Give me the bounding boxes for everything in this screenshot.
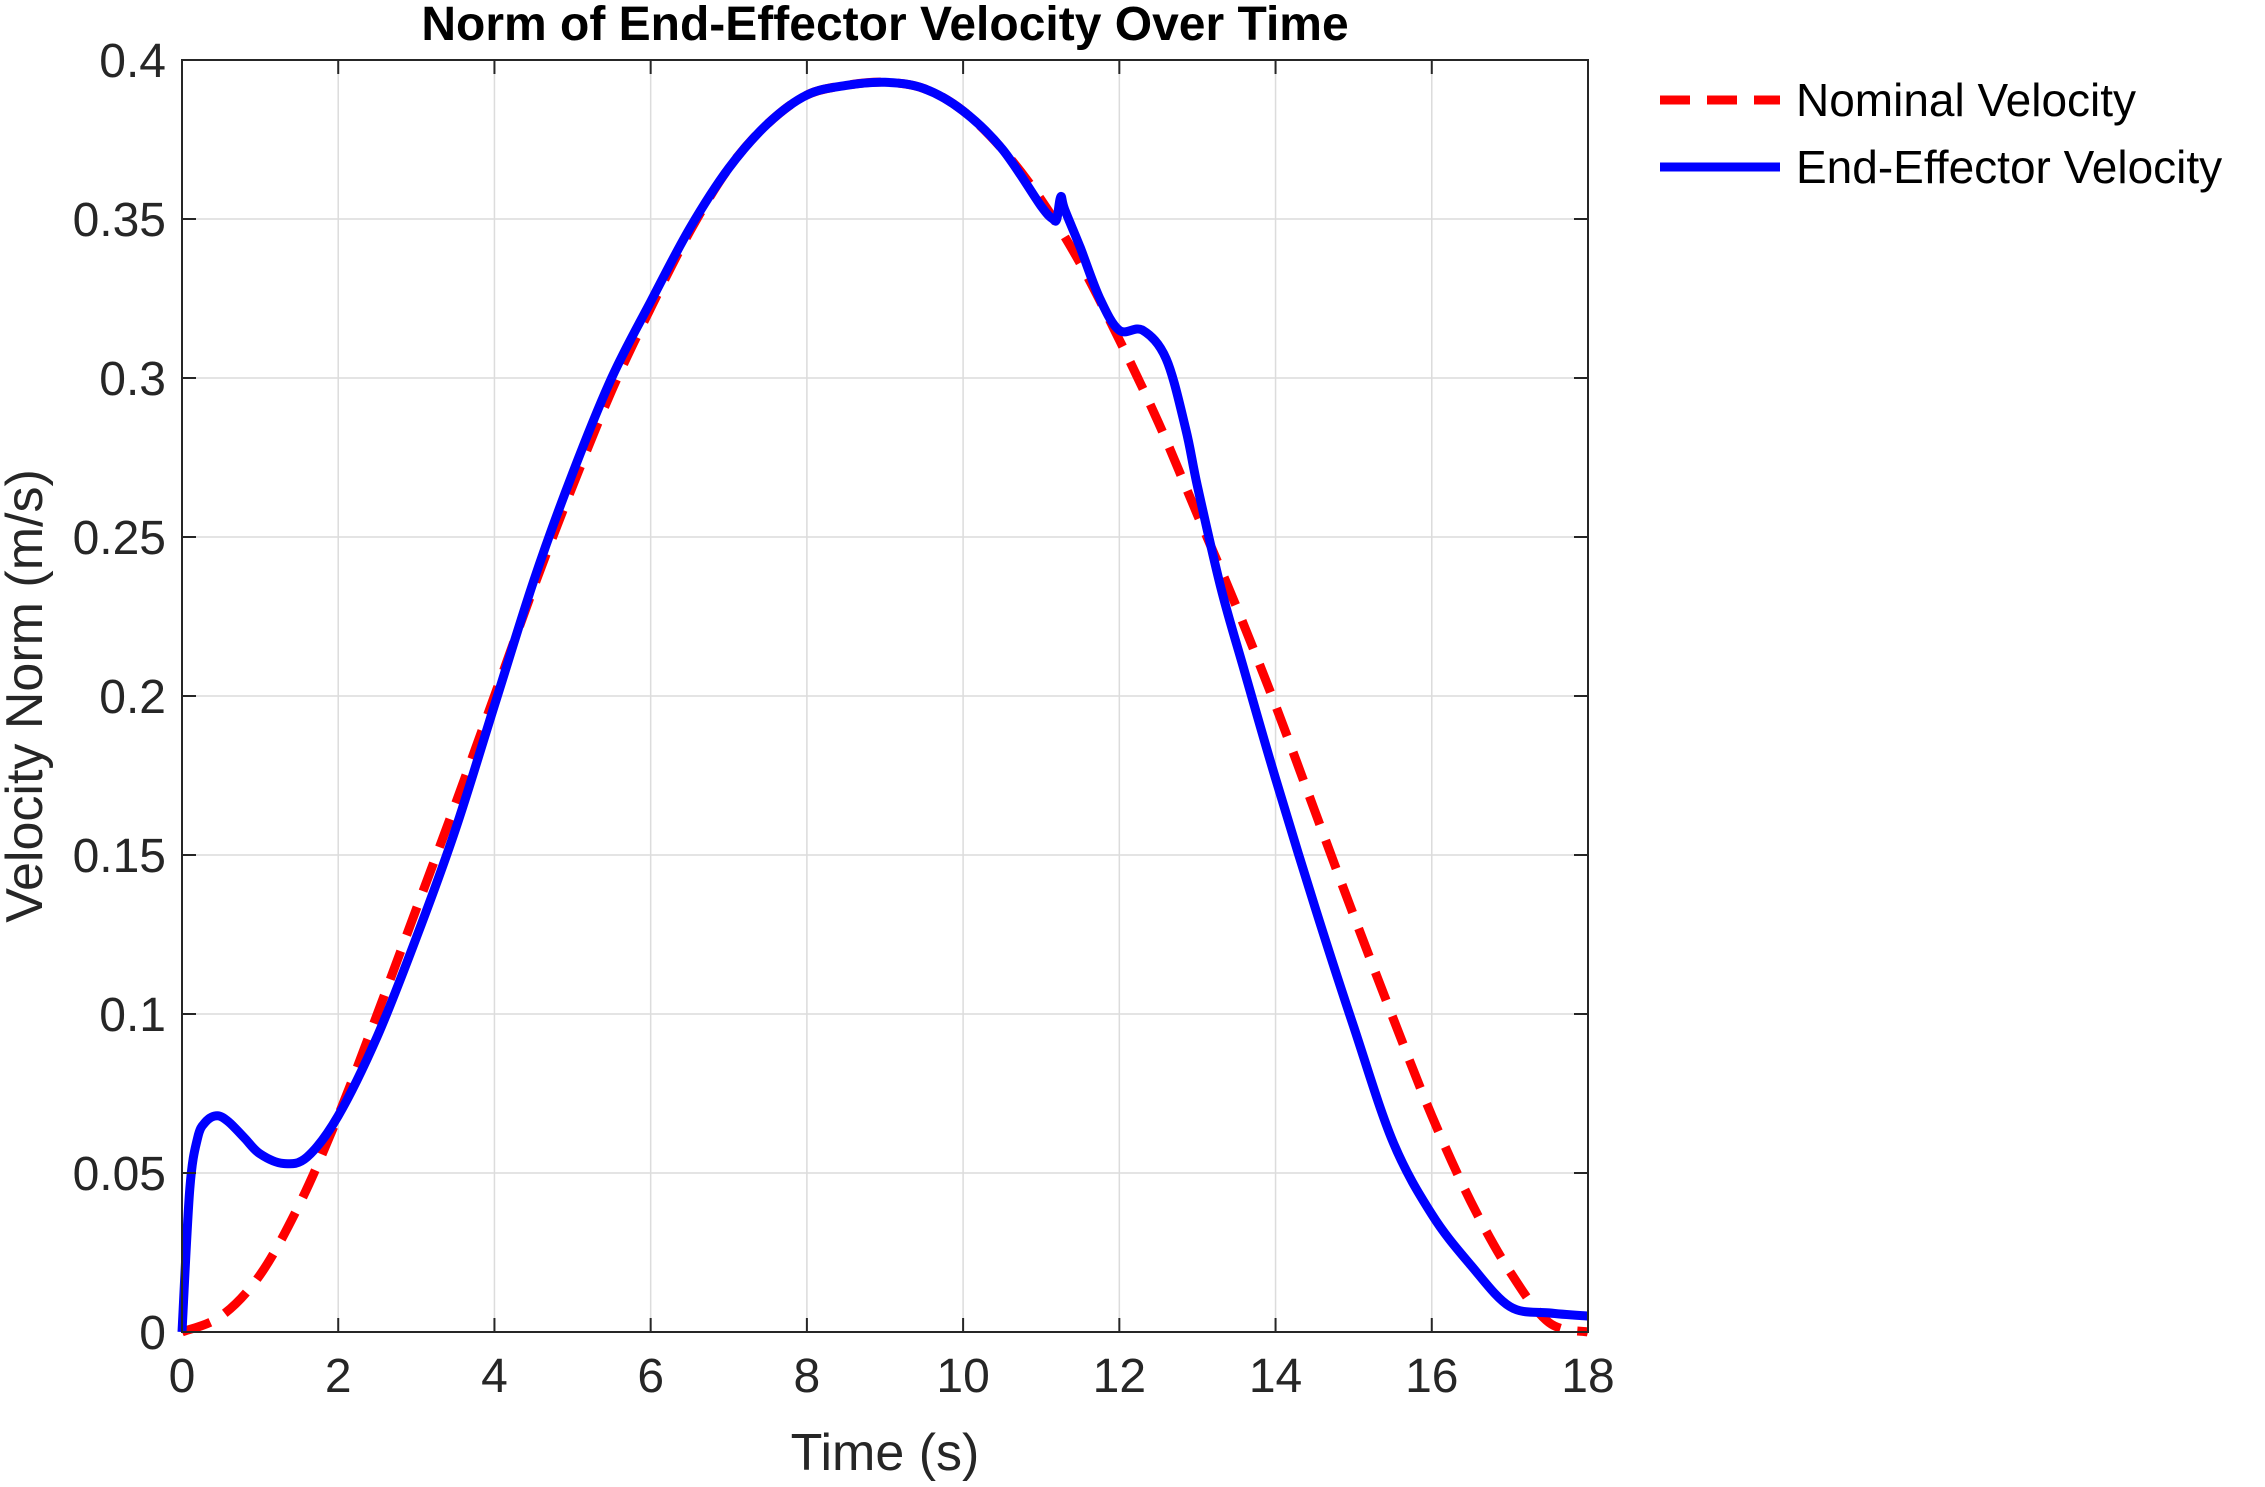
x-axis-label: Time (s) <box>791 1424 980 1482</box>
x-tick-label: 16 <box>1405 1350 1458 1403</box>
x-tick-label: 4 <box>481 1350 508 1403</box>
y-tick-label: 0 <box>139 1307 166 1360</box>
y-tick-label: 0.15 <box>73 830 166 883</box>
series-line-nominal-velocity <box>180 77 1590 1337</box>
y-tick-label: 0.3 <box>99 353 166 406</box>
legend-label-end-effector-velocity: End-Effector Velocity <box>1796 141 2222 193</box>
x-tick-label: 12 <box>1093 1350 1146 1403</box>
x-tick-label: 14 <box>1249 1350 1302 1403</box>
y-tick-label: 0.2 <box>99 671 166 724</box>
x-tick-label: 8 <box>794 1350 821 1403</box>
y-tick-label: 0.1 <box>99 989 166 1042</box>
chart-title: Norm of End-Effector Velocity Over Time <box>421 0 1348 51</box>
y-axis-label: Velocity Norm (m/s) <box>0 469 54 923</box>
x-tick-label: 18 <box>1561 1350 1614 1403</box>
x-tick-label: 10 <box>936 1350 989 1403</box>
y-tick-label: 0.4 <box>99 35 166 88</box>
legend: Nominal Velocity End-Effector Velocity <box>1660 74 2222 193</box>
series-line-end-effector-velocity <box>177 77 1589 1333</box>
series-lines <box>177 77 1590 1337</box>
legend-label-nominal-velocity: Nominal Velocity <box>1796 74 2136 126</box>
x-tick-label: 0 <box>169 1350 196 1403</box>
y-tick-label: 0.05 <box>73 1148 166 1201</box>
axis-ticks: 0 2 4 6 8 10 12 14 16 18 0 0.05 0.1 0.15 0.2 0.25 0.3 0.3… <box>73 35 1615 1403</box>
x-tick-label: 2 <box>325 1350 352 1403</box>
y-tick-label: 0.35 <box>73 194 166 247</box>
y-tick-label: 0.25 <box>73 512 166 565</box>
x-tick-label: 6 <box>637 1350 664 1403</box>
